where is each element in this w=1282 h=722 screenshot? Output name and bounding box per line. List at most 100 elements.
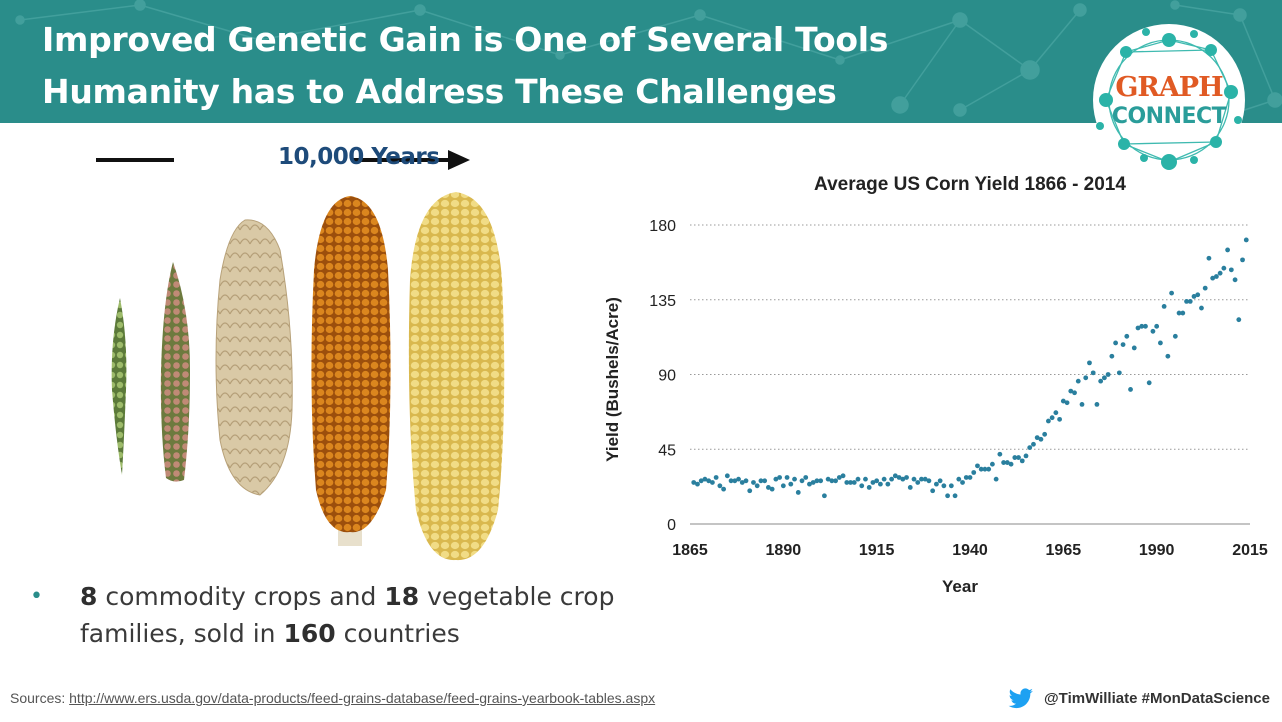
data-point: [1031, 441, 1036, 447]
data-point: [736, 476, 741, 482]
data-point: [1004, 460, 1010, 465]
data-point: [1191, 294, 1197, 299]
data-point: [1195, 292, 1201, 298]
data-point: [747, 488, 753, 494]
bullet-text-part-3: countries: [335, 619, 460, 648]
data-point: [728, 478, 734, 484]
data-point: [881, 476, 887, 482]
data-point: [1169, 290, 1174, 296]
chart-title: Average US Corn Yield 1866 - 2014: [814, 174, 1126, 195]
data-point: [698, 478, 704, 484]
bullet-number-countries: 160: [283, 619, 336, 648]
data-point: [1098, 378, 1104, 384]
data-point: [732, 478, 738, 484]
data-point: [829, 478, 835, 484]
data-point: [810, 480, 816, 485]
data-point: [1113, 340, 1118, 346]
data-point: [1019, 458, 1025, 464]
data-point: [758, 478, 764, 484]
data-point: [919, 476, 924, 482]
data-point: [1075, 378, 1081, 384]
data-point: [1232, 277, 1238, 283]
data-point: [1109, 353, 1115, 359]
data-point: [695, 481, 700, 487]
data-point: [1206, 255, 1212, 261]
data-point: [1116, 370, 1122, 376]
data-point: [866, 485, 872, 490]
data-point: [896, 475, 902, 480]
data-point: [836, 475, 842, 480]
data-point: [1221, 265, 1227, 271]
data-point: [1034, 435, 1040, 441]
data-point: [1217, 270, 1223, 276]
data-point: [1210, 275, 1216, 281]
bullet-dot-icon: •: [30, 584, 43, 609]
bullet-text-part-2: vegetable crop families, sold in: [80, 582, 615, 648]
data-point: [844, 480, 850, 485]
data-point: [784, 475, 790, 480]
logo-word-connect: CONNECT: [1111, 104, 1227, 129]
data-point: [975, 463, 980, 469]
x-tick-label: 1965: [1046, 542, 1082, 559]
data-point: [963, 475, 969, 480]
data-point: [1184, 299, 1189, 304]
data-point: [840, 473, 846, 479]
data-point: [934, 481, 939, 487]
data-point: [1128, 387, 1133, 392]
data-point: [870, 480, 876, 485]
data-point: [1090, 370, 1096, 376]
data-point: [1105, 372, 1111, 377]
logo-network-ring-graphic: [1093, 24, 1245, 176]
x-tick-label: 1990: [1139, 542, 1175, 559]
data-point: [904, 475, 909, 480]
corn-yield-chart: 0 45 90 135 180 1865 1890 1915 1940 1965 1990 2015 Y…: [603, 218, 1268, 596]
sources-link[interactable]: http://www.ers.usda.gov/data-products/fe…: [69, 690, 656, 706]
data-point: [1087, 360, 1092, 366]
data-point: [892, 473, 898, 479]
data-point: [833, 478, 838, 484]
graphconnect-logo: GRAPH CONNECT: [1086, 22, 1252, 178]
data-point: [1131, 345, 1137, 351]
data-point: [717, 483, 723, 489]
social-handle-text: @TimWilliate #MonDataScience: [1044, 689, 1270, 707]
data-point: [859, 483, 865, 489]
slide-title-line-1: Improved Genetic Gain is One of Several …: [42, 20, 889, 59]
data-point: [971, 470, 977, 475]
timeline-label: 10,000 Years: [278, 144, 440, 170]
data-point: [1057, 416, 1062, 422]
data-point: [848, 480, 853, 485]
data-point: [960, 480, 965, 485]
data-point: [997, 451, 1003, 457]
data-point: [993, 476, 999, 482]
y-tick-label: 0: [667, 517, 676, 534]
x-tick-label: 1890: [766, 542, 802, 559]
data-point: [766, 485, 771, 490]
title-banner: Improved Genetic Gain is One of Several …: [0, 0, 1282, 123]
primitive-corn-cob: [215, 219, 293, 496]
data-point: [780, 483, 786, 489]
x-tick-label: 1940: [952, 542, 988, 559]
data-point: [1027, 445, 1033, 450]
orange-corn-cob: [311, 196, 391, 546]
data-point: [803, 475, 809, 480]
data-point: [773, 476, 779, 482]
data-point: [1214, 274, 1219, 279]
data-point: [1202, 285, 1208, 291]
data-point: [986, 466, 992, 472]
data-point: [930, 488, 936, 494]
data-point: [1172, 333, 1178, 339]
data-point: [1236, 317, 1242, 323]
bullet-text-part-1: commodity crops and: [97, 582, 385, 611]
data-point: [1001, 460, 1006, 465]
social-handle: @TimWilliate #MonDataScience: [1008, 688, 1270, 710]
data-point: [941, 483, 947, 489]
data-point: [1158, 340, 1163, 346]
data-point: [743, 478, 749, 484]
data-point: [1243, 237, 1249, 243]
data-point: [814, 478, 820, 484]
data-point: [878, 481, 883, 487]
data-point: [952, 493, 958, 499]
data-point: [818, 478, 824, 484]
data-point: [1038, 436, 1044, 442]
data-point: [706, 478, 712, 484]
